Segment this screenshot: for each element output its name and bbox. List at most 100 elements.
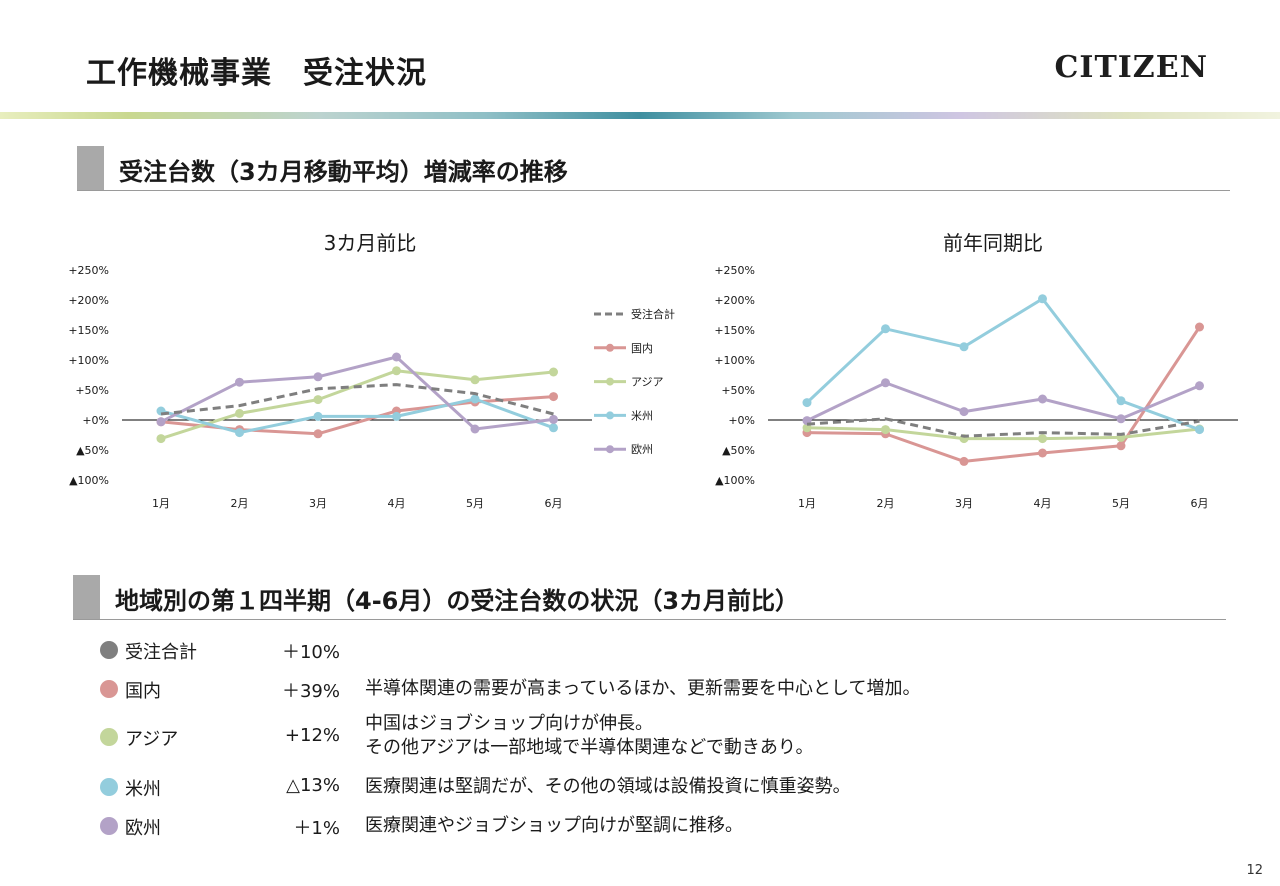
series-line-受注合計 [806,417,1200,438]
data-point [802,398,812,408]
data-point [470,375,480,385]
data-point [313,372,323,382]
data-point [1116,441,1126,451]
data-point [549,367,558,377]
y-tick-label: +100% [68,354,109,367]
region-name: 欧州 [125,818,161,839]
data-point [959,342,969,352]
data-point [549,414,558,424]
y-tick-label: +150% [68,324,109,337]
region-note: 医療関連やジョブショップ向けが堅調に推移。 [365,815,743,836]
data-point [1116,396,1126,406]
legend-dot-icon [100,680,118,698]
y-tick-label: +0% [728,414,755,427]
series-line-米州 [160,397,555,435]
legend-marker [606,411,614,420]
data-point [313,395,323,405]
legend-dot-icon [100,817,118,835]
series-line-国内 [806,326,1201,463]
region-change: △13% [286,775,340,796]
data-point [235,428,244,438]
y-tick-label: ▲100% [715,474,755,487]
chart-title: 3カ月前比 [324,231,417,255]
data-point [392,411,401,421]
y-tick-label: +150% [714,324,755,337]
data-point [392,352,401,362]
legend-dot-icon [100,641,118,659]
region-change: ＋10% [281,642,340,663]
y-tick-label: +250% [68,264,109,277]
region-change: +12% [284,725,340,746]
series-line-アジア [806,426,1200,441]
x-tick-label: 3月 [309,497,327,510]
header-divider-band [0,112,1280,119]
y-tick-label: +250% [714,264,755,277]
x-tick-label: 4月 [1034,497,1052,510]
data-point [1038,294,1047,304]
y-tick-label: ▲50% [722,444,755,457]
y-tick-label: ▲100% [69,474,109,487]
legend-marker [606,343,614,352]
data-point [1038,448,1047,458]
data-point [1195,322,1204,332]
region-name: 米州 [125,779,161,800]
data-point [1038,434,1047,444]
y-tick-label: +200% [68,294,109,307]
section-marker [73,575,100,619]
data-point [235,408,244,418]
charts-canvas: 3カ月前比 +250% +200% +150% +100% +50% +0% ▲50% ▲100… [68,231,1238,510]
legend-label: 受注合計 [631,307,675,321]
series-line-受注合計 [160,383,554,416]
region-note: 半導体関連の需要が高まっているほか、更新需要を中心として増加。 [365,678,921,699]
legend-dot-icon [100,778,118,796]
legend-label: 国内 [631,341,653,355]
y-tick-label: +50% [721,384,755,397]
x-tick-label: 6月 [545,497,563,510]
x-tick-label: 2月 [231,497,249,510]
data-point [959,456,969,466]
section-title: 地域別の第１四半期（4-6月）の受注台数の状況（3カ月前比） [115,587,800,615]
x-tick-label: 6月 [1191,497,1209,510]
section-marker [77,146,104,190]
x-tick-label: 5月 [1112,497,1130,510]
data-point [1038,394,1047,404]
data-point [156,417,166,427]
data-point [470,424,480,434]
page-title: 工作機械事業 受注状況 [86,56,427,91]
legend-marker [606,377,614,386]
section-heading-regions: 地域別の第１四半期（4-6月）の受注台数の状況（3カ月前比） [73,575,1226,620]
data-point [549,392,558,402]
x-tick-label: 5月 [466,497,484,510]
region-name: 国内 [125,681,161,702]
data-point [959,407,969,417]
data-point [313,429,323,439]
series-line-米州 [805,297,1201,432]
section-title: 受注台数（3カ月移動平均）増減率の推移 [119,158,568,186]
data-point [392,366,401,376]
legend-marker [606,445,614,454]
region-change: ＋39% [281,681,340,702]
data-point [156,434,166,444]
region-note: 医療関連は堅調だが、その他の領域は設備投資に慎重姿勢。 [365,776,851,797]
x-tick-label: 1月 [798,497,816,510]
region-name: アジア [125,729,179,750]
data-point [549,423,558,433]
legend-dot-icon [100,728,118,746]
region-note: 中国はジョブショップ向けが伸長。 [365,713,653,734]
legend-label: 欧州 [631,443,653,456]
region-change: ＋1% [293,818,340,839]
y-tick-label: +100% [714,354,755,367]
region-note: その他アジアは一部地域で半導体関連などで動きあり。 [365,737,814,758]
series-line-欧州 [160,355,554,431]
y-tick-label: +50% [75,384,109,397]
data-point [313,411,323,421]
y-tick-label: +0% [82,414,109,427]
data-point [1195,425,1204,435]
data-point [1195,381,1204,391]
series-line-欧州 [806,381,1201,422]
legend-label: 米州 [631,409,653,422]
region-name: 受注合計 [125,642,197,663]
data-point [802,423,812,433]
data-point [1116,414,1126,424]
x-tick-label: 4月 [388,497,406,510]
